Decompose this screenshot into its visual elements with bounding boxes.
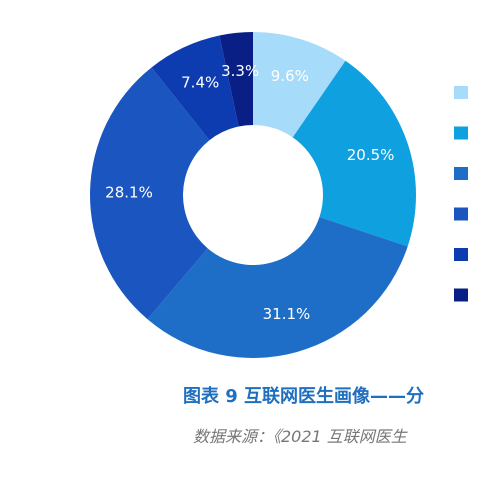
donut-slice: [90, 67, 210, 320]
legend-swatch: [454, 248, 468, 261]
donut-slice: [292, 60, 416, 247]
value-label: 9.6%: [271, 67, 309, 85]
value-label: 7.4%: [181, 73, 219, 91]
value-label: 31.1%: [263, 305, 311, 323]
donut-slice: [253, 32, 346, 138]
chart-title: 图表 9 互联网医生画像——分: [183, 385, 424, 407]
legend-swatch: [454, 207, 468, 221]
source-note: 数据来源：《2021 互联网医生: [193, 427, 409, 446]
value-label: 3.3%: [221, 62, 259, 80]
donut-slice: [151, 35, 239, 141]
legend-swatch: [454, 86, 468, 99]
value-label: 28.1%: [105, 184, 153, 202]
donut-slice: [147, 217, 408, 358]
legend-swatch: [454, 288, 468, 302]
value-label: 20.5%: [347, 146, 395, 164]
legend-swatch: [454, 167, 468, 180]
legend-swatch: [454, 126, 468, 140]
donut-slice: [219, 32, 253, 127]
